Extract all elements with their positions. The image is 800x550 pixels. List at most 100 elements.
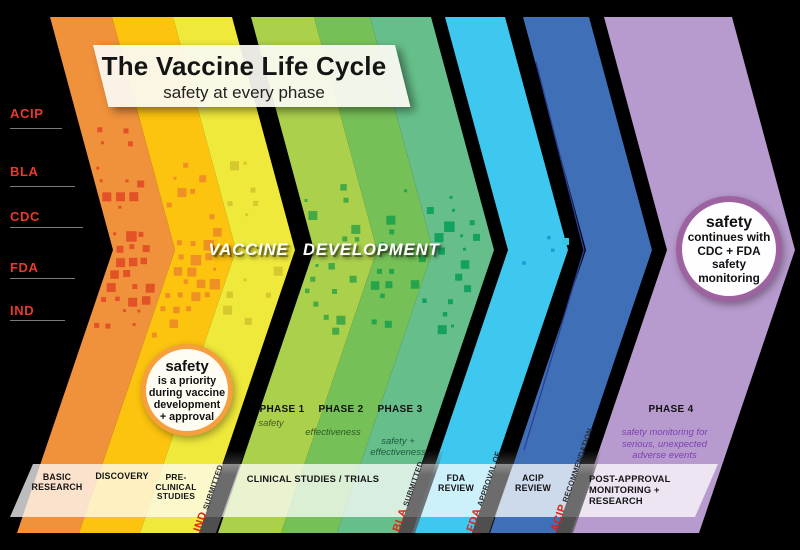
axis-underline	[10, 320, 65, 321]
halftone-dot	[129, 244, 135, 250]
halftone-dot	[449, 195, 453, 199]
timeline-band	[10, 464, 718, 517]
axis-label-acip: ACIP	[10, 106, 44, 121]
milestone-strip	[472, 450, 518, 533]
halftone-dot	[310, 276, 316, 282]
halftone-dot	[315, 264, 319, 267]
halftone-dot	[160, 306, 166, 312]
halftone-dot	[404, 189, 408, 193]
callout-title: safety	[165, 358, 209, 375]
milestone-strip	[199, 450, 245, 533]
halftone-dot	[138, 231, 144, 237]
halftone-dot	[178, 254, 184, 260]
halftone-dot	[199, 175, 207, 183]
halftone-dot	[132, 323, 136, 326]
halftone-dot	[328, 263, 335, 270]
axis-label-bla: BLA	[10, 164, 39, 179]
halftone-dot	[522, 261, 526, 265]
halftone-dot	[115, 296, 120, 302]
halftone-dot	[127, 141, 133, 147]
halftone-dot	[266, 292, 271, 298]
halftone-dot	[177, 292, 183, 298]
halftone-dot	[389, 268, 395, 274]
halftone-dot	[376, 268, 382, 274]
halftone-dot	[100, 141, 104, 145]
axis-label-ind: IND	[10, 303, 35, 318]
halftone-dot	[422, 298, 427, 303]
halftone-dot	[418, 255, 426, 263]
halftone-dot	[448, 299, 453, 305]
halftone-dot	[551, 248, 555, 252]
halftone-dot	[96, 166, 100, 170]
halftone-dot	[145, 283, 155, 293]
axis-underline	[10, 186, 75, 187]
gap-accent-line	[523, 61, 585, 451]
halftone-dot	[190, 241, 196, 246]
halftone-dot	[308, 211, 318, 220]
halftone-dot	[123, 128, 129, 134]
segment-fda-review: FDA REVIEW	[438, 473, 474, 493]
halftone-dot	[253, 200, 259, 206]
halftone-dot	[113, 232, 117, 236]
halftone-dot	[464, 285, 472, 293]
halftone-dot	[173, 306, 180, 314]
halftone-dot	[444, 221, 455, 232]
halftone-dot	[463, 247, 466, 251]
halftone-dot	[151, 332, 157, 338]
halftone-dot	[351, 224, 361, 234]
band-blue	[490, 17, 652, 533]
halftone-dot	[204, 292, 210, 298]
title-card-inner: The Vaccine Life Cycle safety at every p…	[93, 45, 395, 107]
halftone-dot	[437, 325, 447, 335]
halftone-dot	[128, 257, 138, 267]
watermark-development: DEVELOPMENT	[303, 241, 440, 259]
halftone-dot	[129, 192, 139, 202]
halftone-dot	[313, 301, 319, 307]
halftone-dot	[227, 201, 233, 207]
segment-discovery: DISCOVERY	[95, 471, 149, 481]
halftone-dot	[213, 267, 217, 271]
halftone-dot	[389, 229, 395, 235]
watermark-vaccine: VACCINE	[208, 241, 289, 259]
halftone-dot	[273, 266, 283, 276]
milestone-strip	[556, 450, 602, 533]
halftone-dot	[305, 288, 310, 294]
safety-monitoring-callout: safety continues with CDC + FDA safety m…	[676, 196, 782, 302]
halftone-dot	[244, 317, 252, 325]
halftone-dot	[116, 245, 124, 253]
halftone-dot	[116, 192, 125, 202]
segment-basic-research: BASIC RESEARCH	[31, 472, 83, 492]
segment-acip-review: ACIP REVIEW	[515, 473, 551, 493]
halftone-dot	[354, 237, 360, 242]
halftone-dot	[142, 245, 150, 253]
axis-label-cdc: CDC	[10, 209, 40, 224]
phase-4-desc: safety monitoring for serious, unexpecte…	[621, 427, 708, 461]
band-yellow	[140, 17, 295, 533]
halftone-dot	[187, 267, 197, 277]
halftone-dot	[323, 314, 329, 320]
halftone-dot	[223, 305, 233, 315]
page-title: The Vaccine Life Cycle	[101, 51, 387, 81]
halftone-dot	[336, 315, 346, 325]
halftone-dot	[205, 253, 213, 261]
halftone-dot	[186, 306, 192, 312]
halftone-dot	[410, 280, 420, 289]
halftone-dot	[191, 292, 201, 302]
halftone-dot	[106, 283, 116, 293]
halftone-dot	[243, 278, 247, 282]
phase-2-desc: effectiveness	[305, 427, 361, 438]
halftone-dot	[128, 297, 138, 307]
halftone-dot	[384, 320, 392, 328]
halftone-dot	[190, 188, 196, 194]
halftone-dot	[177, 188, 187, 198]
band-green	[281, 17, 433, 533]
callout-title: safety	[705, 214, 753, 231]
halftone-dot	[340, 184, 347, 191]
halftone-dot	[122, 309, 126, 313]
halftone-dot	[469, 220, 475, 226]
halftone-dot	[370, 281, 380, 290]
halftone-dot	[243, 161, 247, 165]
halftone-dot	[196, 279, 206, 289]
halftone-dot	[385, 281, 393, 289]
